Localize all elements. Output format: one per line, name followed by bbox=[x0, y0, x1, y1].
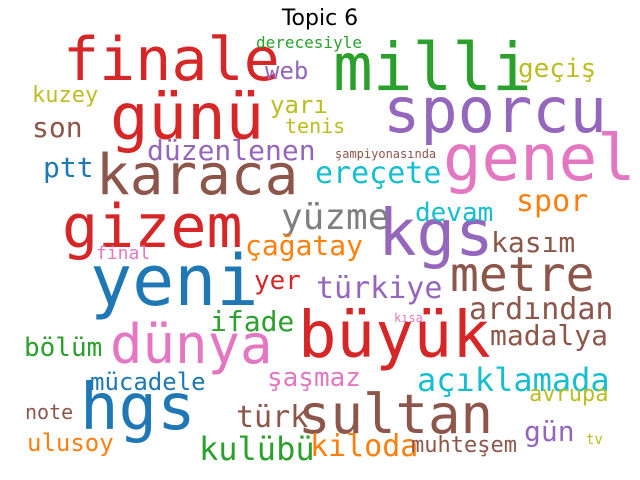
word-gecis: geçiş bbox=[518, 54, 597, 84]
word-gunu: günü bbox=[110, 81, 265, 155]
word-erecete: ereçete bbox=[315, 156, 442, 191]
word-final: final bbox=[96, 243, 151, 264]
word-kasim: kasım bbox=[491, 226, 576, 259]
word-yuzme: yüzme bbox=[281, 197, 390, 238]
word-duzenlenen: düzenlenen bbox=[147, 134, 316, 167]
word-yeni: yeni bbox=[90, 240, 259, 322]
word-web: web bbox=[265, 57, 309, 85]
word-ptt: ptt bbox=[43, 151, 94, 184]
word-aciklamada: açıklamada bbox=[417, 361, 610, 399]
word-kulubu: kulübü bbox=[199, 430, 315, 468]
word-dunya: dünya bbox=[110, 313, 273, 376]
word-kisa: kısa bbox=[394, 311, 423, 325]
word-devam: devam bbox=[415, 198, 494, 228]
word-madalya: madalya bbox=[490, 319, 609, 352]
word-kiloda: kiloda bbox=[310, 429, 419, 464]
word-cagatay: çağatay bbox=[245, 229, 364, 262]
word-tenis: tenis bbox=[285, 114, 346, 138]
word-son: son bbox=[32, 111, 83, 144]
word-mucadele: mücadele bbox=[90, 368, 206, 396]
chart-title: Topic 6 bbox=[281, 6, 359, 31]
word-kuzey: kuzey bbox=[32, 83, 99, 108]
word-sporcu: sporcu bbox=[383, 74, 607, 147]
word-note: note bbox=[25, 400, 74, 424]
word-yari: yarı bbox=[270, 91, 328, 119]
word-muhtesem: muhteşem bbox=[411, 433, 517, 458]
word-milli: milli bbox=[333, 29, 532, 106]
word-ifade: ifade bbox=[210, 305, 295, 338]
word-avrupa: avrupa bbox=[529, 382, 609, 407]
word-hgs: hgs bbox=[80, 371, 196, 445]
word-turkiye: türkiye bbox=[316, 271, 443, 306]
word-spor: spor bbox=[516, 184, 589, 219]
word-bolum: bölüm bbox=[24, 333, 103, 363]
word-ardindan: ardından bbox=[469, 292, 614, 327]
word-tv: tv bbox=[586, 432, 603, 448]
word-genel: genel bbox=[443, 122, 636, 196]
word-yer: yer bbox=[254, 266, 301, 296]
word-turk: türk bbox=[236, 400, 309, 435]
word-gizem: gizem bbox=[62, 192, 243, 262]
word-ulusoy: ulusoy bbox=[27, 429, 114, 457]
word-karaca: karaca bbox=[96, 143, 299, 208]
word-gun: gün bbox=[524, 415, 575, 448]
word-sultan: sultan bbox=[298, 383, 494, 446]
word-sasmaz: şaşmaz bbox=[267, 363, 361, 393]
word-sampiyonasinda: şampiyonasında bbox=[335, 147, 437, 161]
word-buyuk: büyük bbox=[298, 299, 491, 373]
word-metre: metre bbox=[450, 247, 595, 303]
word-finale: finale bbox=[63, 25, 280, 95]
word-kgs: kgs bbox=[378, 197, 494, 271]
word-derecesiyle: derecesiyle bbox=[256, 33, 362, 52]
